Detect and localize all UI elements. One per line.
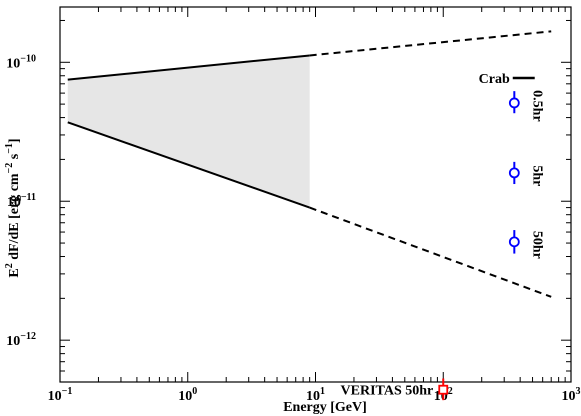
circle-marker: [508, 167, 520, 179]
y-axis-title: E2 dF/dE [erg cm−2 s−1]: [4, 138, 22, 277]
y-tick-label: 10−10: [6, 53, 36, 71]
y-tick-label: 10−11: [7, 192, 36, 210]
crab-marker: Crab: [479, 72, 535, 87]
point-label: VERITAS 50hr: [341, 384, 434, 399]
point-label: 50hr: [529, 231, 544, 259]
x-tick-label: 100: [178, 386, 197, 404]
band-lower-edge: [67, 121, 310, 209]
axis-ticks: [59, 7, 572, 383]
crab-label: Crab: [479, 72, 510, 87]
x-tick-label: 103: [562, 386, 581, 404]
x-tick-label: 101: [306, 386, 325, 404]
y-tick-label: 10−12: [6, 331, 36, 349]
extrapolation-line-1: [309, 206, 552, 298]
square-marker: [438, 384, 449, 395]
point-label: 0.5hr: [529, 90, 544, 122]
x-axis-title: Energy [GeV]: [283, 400, 367, 415]
y-tick-labels: 10−12 10−11 10−10: [6, 53, 36, 349]
sensitivity-point-3: VERITAS 50hr: [341, 378, 449, 401]
point-label: 5hr: [529, 165, 544, 186]
plot-frame: [59, 6, 572, 383]
extrapolation-lines: [309, 30, 552, 298]
band-upper-edge: [67, 54, 310, 81]
flux-band: [67, 55, 310, 208]
circle-marker: [508, 236, 520, 248]
sensitivity-points: 0.5hr 5hr 50hr VERITAS 50hr: [341, 90, 544, 401]
sensitivity-point-2: 50hr: [508, 230, 544, 259]
extrapolation-line-0: [309, 30, 552, 57]
x-tick-label: 10−1: [48, 386, 73, 404]
circle-marker: [508, 97, 520, 109]
sensitivity-point-0: 0.5hr: [508, 90, 544, 122]
sensitivity-point-1: 5hr: [508, 161, 544, 186]
